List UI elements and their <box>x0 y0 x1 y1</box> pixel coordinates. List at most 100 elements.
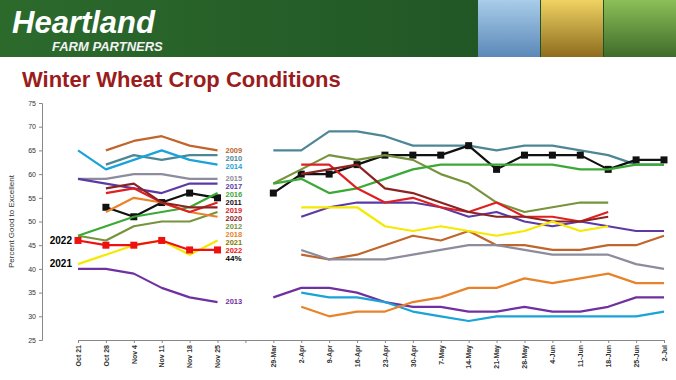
x-tick-label: Nov 11 <box>158 345 165 368</box>
x-tick: 29-Mar <box>270 340 277 368</box>
x-tick: 2-Apr <box>298 340 306 363</box>
series-marker <box>186 246 193 253</box>
x-tick: 4-Jun <box>549 340 556 364</box>
x-tick-label: Nov 4 <box>131 345 138 364</box>
x-tick-mark <box>245 340 246 343</box>
x-tick: Oct 28 <box>103 340 110 366</box>
chart-container: HeartlandFARM PARTNERSWinter Wheat Crop … <box>0 0 676 380</box>
x-tick-label: 30-Apr <box>410 345 418 367</box>
x-tick-label: 11-Jun <box>577 345 584 367</box>
series-line <box>78 269 664 312</box>
x-tick-label: 4-Jun <box>549 345 556 364</box>
x-tick-mark <box>580 340 581 343</box>
series-line <box>106 165 608 222</box>
x-tick-label: 28-May <box>521 345 529 369</box>
x-tick-label: Nov 25 <box>214 345 221 368</box>
x-tick: 11-Jun <box>577 340 584 367</box>
x-tick-label: 23-Apr <box>382 345 390 367</box>
x-tick-mark <box>469 340 470 343</box>
x-tick: 18-Jun <box>605 340 612 368</box>
series-marker <box>633 156 640 163</box>
brand-name: Heartland <box>12 5 156 40</box>
x-tick-mark <box>134 340 135 343</box>
annotation: 2021 <box>50 258 73 269</box>
chart-svg: HeartlandFARM PARTNERSWinter Wheat Crop … <box>0 0 676 380</box>
x-tick-label: 14-May <box>465 345 473 369</box>
y-axis-title: Percent Good to Excellent <box>7 174 16 268</box>
series-marker <box>102 242 109 249</box>
series-line <box>106 165 608 222</box>
series-marker <box>158 237 165 244</box>
series-marker <box>409 152 416 159</box>
y-tick: 40 <box>28 266 42 273</box>
series-marker <box>465 142 472 149</box>
x-tick-mark <box>664 340 665 343</box>
annotation: 2022 <box>50 235 73 246</box>
x-tick-mark <box>218 340 219 343</box>
y-tick-mark <box>39 198 42 199</box>
series-line <box>78 150 664 321</box>
banner-photo <box>541 0 603 57</box>
series-label: 2013 <box>226 297 243 306</box>
x-tick-label: 2-Jul <box>661 345 668 361</box>
x-tick-mark <box>273 340 274 343</box>
y-tick-label: 40 <box>28 266 36 273</box>
brand-tagline: FARM PARTNERS <box>52 39 163 54</box>
series-line <box>78 155 608 240</box>
x-tick: 16-Apr <box>354 340 362 367</box>
plot-marks <box>75 131 668 321</box>
y-tick-label: 50 <box>28 218 36 225</box>
x-tick-label: 25-Jun <box>633 345 640 368</box>
x-tick-label: Nov 18 <box>186 345 193 368</box>
y-tick-mark <box>39 127 42 128</box>
y-tick: 50 <box>28 218 42 225</box>
series-marker <box>130 242 137 249</box>
series-marker <box>521 152 528 159</box>
x-tick: 25-Jun <box>633 340 640 368</box>
y-tick-mark <box>39 269 42 270</box>
y-tick: 30 <box>28 313 42 320</box>
series-marker <box>661 156 668 163</box>
y-tick-label: 65 <box>28 147 36 154</box>
y-tick-label: 25 <box>28 337 36 344</box>
x-tick-label: Oct 21 <box>75 345 82 367</box>
x-tick: 7-May <box>438 340 446 365</box>
y-tick: 55 <box>28 195 42 202</box>
x-tick-mark <box>190 340 191 343</box>
header: HeartlandFARM PARTNERS <box>0 0 676 57</box>
series-marker <box>326 171 333 178</box>
y-tick-label: 45 <box>28 242 36 249</box>
series-marker <box>493 166 500 173</box>
y-tick: 60 <box>28 171 42 178</box>
series-marker <box>549 152 556 159</box>
x-tick: Oct 21 <box>75 340 82 366</box>
y-tick: 45 <box>28 242 42 249</box>
y-tick-label: 70 <box>28 123 36 130</box>
x-tick-mark <box>524 340 525 343</box>
x-axis: Oct 21 Oct 28 Nov 4 Nov 11 Nov 18 Nov 25 29-Ma… <box>75 340 668 369</box>
x-tick: 28-May <box>521 340 529 369</box>
x-tick-label: 9-Apr <box>326 345 334 364</box>
series-marker <box>577 152 584 159</box>
y-tick: 70 <box>28 123 42 130</box>
y-tick-mark <box>39 103 42 104</box>
x-tick: 2-Jul <box>661 340 668 361</box>
series-marker <box>186 190 193 197</box>
series-line <box>78 165 664 236</box>
series-line <box>78 240 218 249</box>
x-tick: 21-May <box>493 340 501 369</box>
x-tick-mark <box>385 340 386 343</box>
x-tick-mark <box>329 340 330 343</box>
x-tick: Nov 18 <box>186 340 193 368</box>
series-line <box>106 198 664 316</box>
x-tick-mark <box>413 340 414 343</box>
x-axis-line <box>79 341 665 344</box>
y-tick: 65 <box>28 147 42 154</box>
x-tick-mark <box>552 340 553 343</box>
x-tick: Nov 11 <box>158 340 165 368</box>
y-tick-mark <box>39 245 42 246</box>
x-tick-label: 21-May <box>493 345 501 369</box>
y-tick: 25 <box>28 337 42 344</box>
banner-photo <box>604 0 676 57</box>
x-tick-mark <box>106 340 107 343</box>
